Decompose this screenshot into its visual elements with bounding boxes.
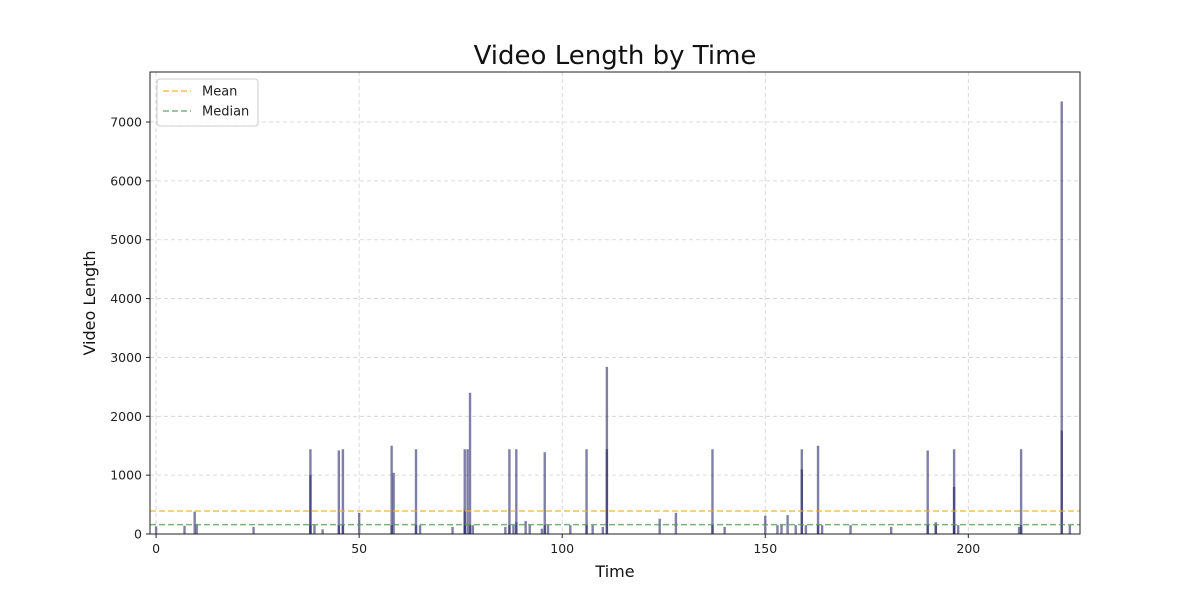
bar — [309, 525, 312, 534]
bar — [463, 525, 466, 534]
bar — [309, 475, 312, 534]
bar — [658, 518, 661, 534]
bar — [780, 524, 783, 534]
bar — [1019, 525, 1023, 534]
x-tick-label: 0 — [152, 541, 160, 556]
y-tick-label: 1000 — [110, 468, 142, 483]
bar — [508, 449, 511, 534]
x-tick-label: 50 — [351, 541, 367, 556]
bar — [956, 525, 960, 534]
bar — [463, 449, 466, 534]
bar — [1017, 526, 1021, 534]
bar — [463, 510, 466, 534]
x-tick-label: 100 — [550, 541, 574, 556]
bar — [601, 526, 605, 534]
bar — [195, 524, 198, 534]
y-tick-label: 2000 — [110, 409, 142, 424]
grid — [150, 72, 1080, 535]
bar — [776, 525, 779, 534]
bar — [794, 525, 797, 534]
bar — [337, 450, 341, 534]
bar — [543, 525, 546, 534]
bar — [390, 445, 393, 534]
bar — [504, 526, 507, 534]
bar — [414, 524, 418, 534]
bar — [418, 525, 422, 534]
legend-median-label: Median — [202, 105, 249, 120]
bar — [674, 512, 678, 534]
x-axis-title: Time — [594, 562, 634, 581]
bar — [183, 525, 186, 534]
x-axis: 0 50 100 150 200 — [152, 534, 980, 556]
y-tick-label: 5000 — [110, 232, 142, 247]
bar — [468, 525, 472, 534]
y-axis: 0 1000 2000 3000 4000 5000 6000 7000 — [110, 115, 150, 542]
bars — [154, 101, 1072, 534]
bar — [926, 450, 929, 534]
bar — [313, 525, 316, 534]
legend: Mean Median — [156, 78, 259, 127]
y-tick-label: 4000 — [110, 291, 142, 306]
bar — [585, 525, 588, 534]
bar — [321, 529, 324, 534]
bar — [926, 525, 929, 534]
reference-lines — [150, 510, 1080, 526]
bar — [154, 526, 158, 534]
bar — [816, 525, 820, 534]
bar — [451, 526, 454, 534]
x-tick-label: 150 — [753, 541, 777, 556]
bar — [468, 392, 472, 534]
bar — [341, 525, 345, 534]
bar — [357, 512, 361, 534]
bar — [193, 511, 196, 534]
bar — [528, 525, 531, 534]
bar — [711, 449, 714, 534]
bar — [605, 449, 609, 534]
bar — [515, 522, 518, 534]
y-tick-label: 0 — [134, 527, 142, 542]
bar — [889, 526, 893, 534]
bar — [1060, 430, 1063, 534]
bar — [849, 525, 852, 534]
bar — [1060, 101, 1063, 534]
bar — [392, 472, 395, 534]
bar — [786, 515, 789, 534]
bar — [515, 449, 518, 534]
bar — [711, 525, 714, 534]
bar — [800, 469, 804, 534]
bar — [816, 445, 820, 534]
bar — [952, 525, 956, 534]
bar — [540, 528, 544, 534]
y-tick-label: 6000 — [110, 173, 142, 188]
bar — [390, 525, 393, 534]
bar — [512, 525, 515, 534]
bar — [585, 449, 588, 534]
bar — [934, 525, 938, 534]
bar — [591, 525, 594, 534]
bar — [543, 452, 546, 534]
bar — [1019, 449, 1023, 534]
bar — [341, 449, 345, 534]
bar — [466, 449, 469, 534]
bar — [820, 525, 824, 534]
bar — [524, 521, 527, 534]
bar — [508, 525, 511, 534]
y-tick-label: 7000 — [110, 115, 142, 130]
bar — [804, 525, 808, 534]
bar — [1068, 525, 1072, 534]
bar — [723, 526, 726, 534]
bar — [569, 525, 572, 534]
bar — [546, 525, 550, 534]
y-axis-title: Video Length — [80, 250, 99, 355]
legend-mean-label: Mean — [202, 85, 237, 100]
bar — [252, 526, 255, 534]
plot-frame — [149, 71, 1081, 535]
bar — [337, 525, 341, 534]
chart-title: Video Length by Time — [474, 41, 757, 71]
x-tick-label: 200 — [956, 541, 980, 556]
bar — [414, 449, 418, 534]
y-tick-label: 3000 — [110, 350, 142, 365]
bar — [471, 525, 475, 534]
